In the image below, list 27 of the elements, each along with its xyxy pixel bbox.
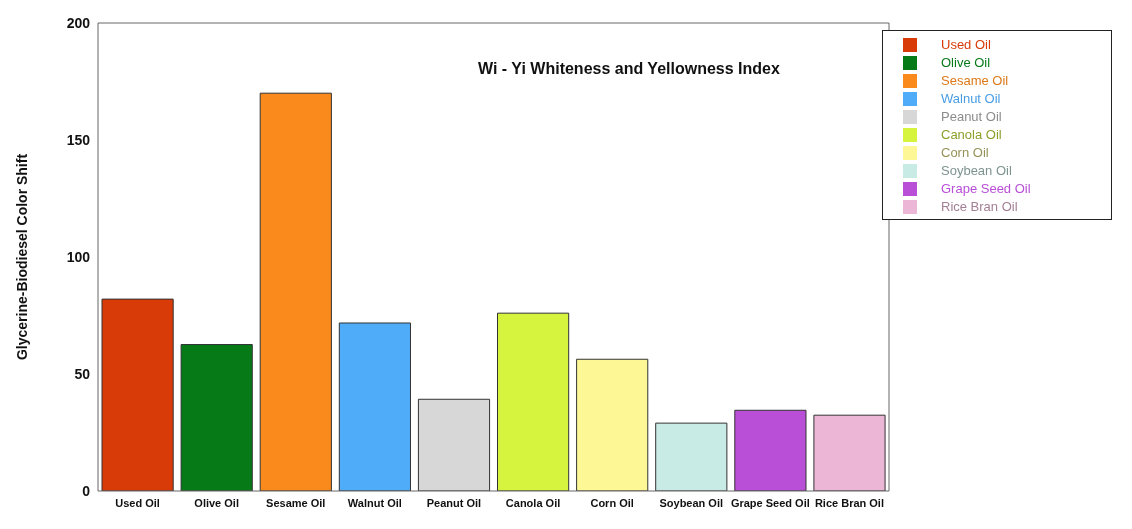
x-tick-label: Rice Bran Oil	[814, 496, 884, 509]
x-tick-label: Corn Oil	[590, 496, 634, 509]
y-tick-label: 100	[66, 248, 91, 265]
text: Wi - Yi Whiteness and Yellowness Index	[478, 60, 780, 78]
legend-label: Soybean Oil	[941, 163, 1012, 178]
y-tick-label: 50	[74, 365, 91, 382]
y-tick-label: 0	[82, 482, 91, 499]
legend-label: Canola Oil	[941, 127, 1002, 142]
x-tick-label: Walnut Oil	[347, 496, 402, 509]
x-tick-label: Soybean Oil	[659, 496, 724, 509]
legend-label: Corn Oil	[941, 145, 989, 160]
x-tick-label: Olive Oil	[194, 496, 239, 509]
x-tick-label: Canola Oil	[505, 496, 561, 509]
legend-label: Peanut Oil	[941, 109, 1002, 124]
x-tick-label: Grape Seed Oil	[730, 496, 810, 509]
legend-label: Grape Seed Oil	[941, 181, 1031, 196]
x-tick-label: Used Oil	[115, 496, 160, 509]
legend-label: Walnut Oil	[941, 91, 1001, 106]
legend-label: Used Oil	[941, 37, 991, 52]
y-tick-label: 150	[66, 131, 91, 148]
y-tick-label: 200	[66, 14, 91, 31]
legend-label: Olive Oil	[941, 55, 991, 70]
x-tick-label: Sesame Oil	[266, 496, 326, 509]
legend-label: Sesame Oil	[941, 73, 1009, 88]
legend-label: Rice Bran Oil	[941, 199, 1018, 214]
y-axis-title: Glycerine-Biodiesel Color Shift	[13, 153, 30, 361]
x-tick-label: Peanut Oil	[426, 496, 482, 509]
